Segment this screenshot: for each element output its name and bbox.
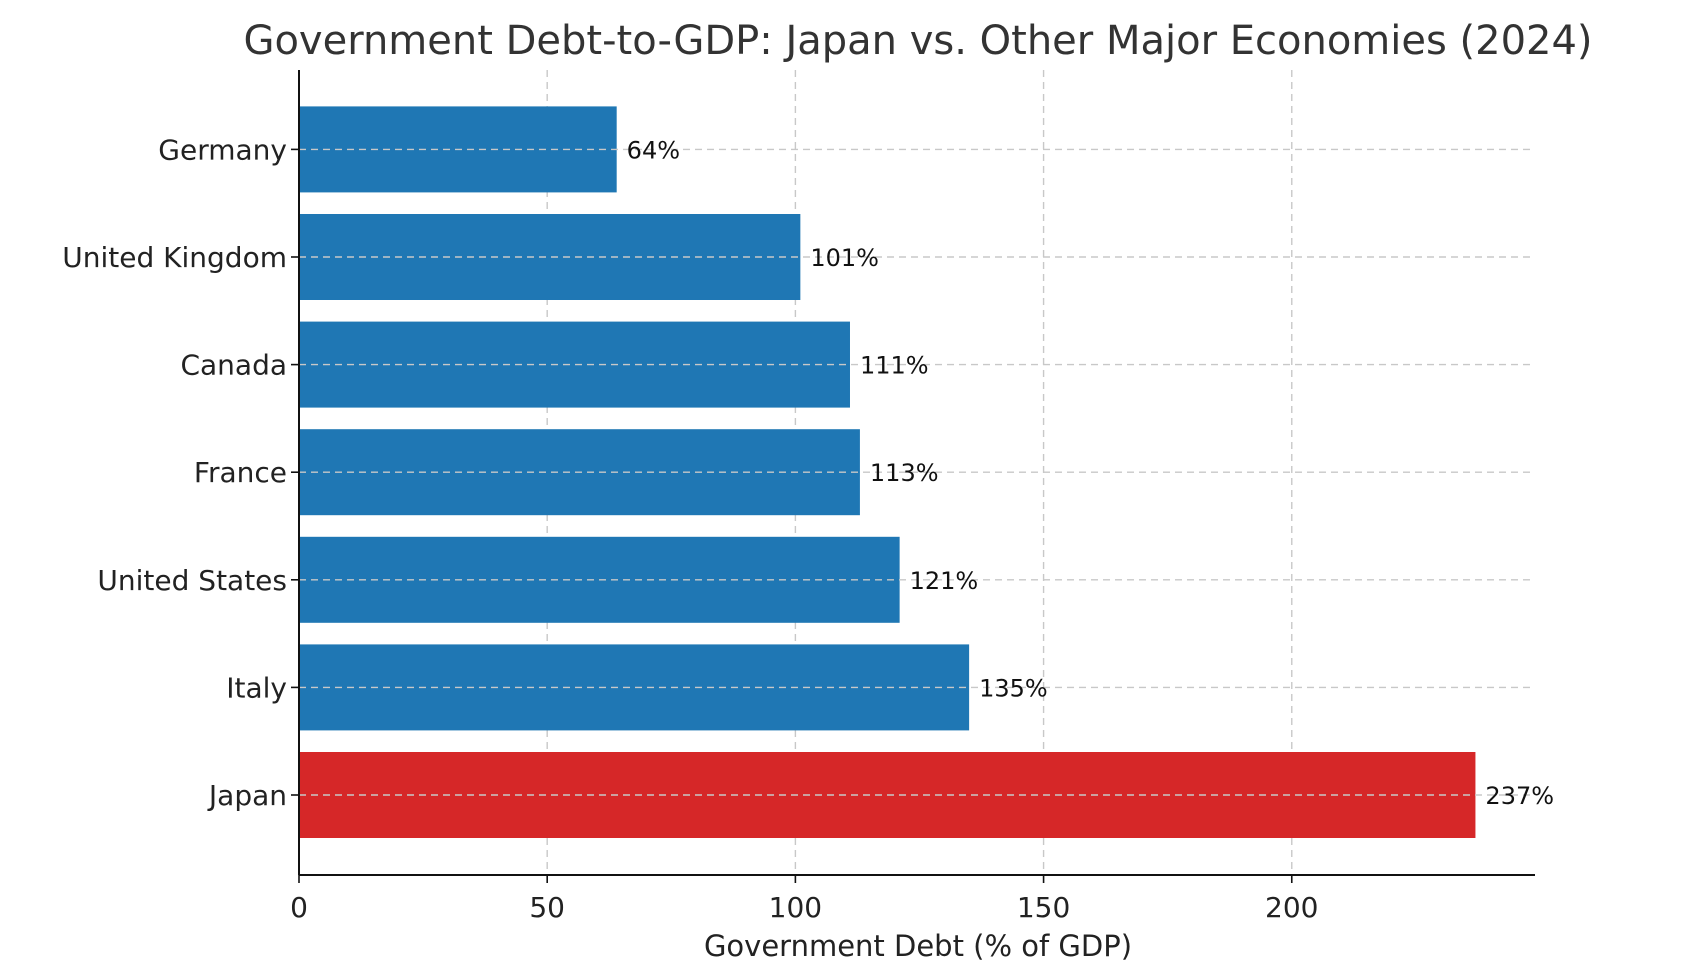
value-label-italy: 135% bbox=[979, 674, 1048, 702]
chart-title: Government Debt-to-GDP: Japan vs. Other … bbox=[243, 18, 1592, 64]
x-tick-label-150: 150 bbox=[1017, 891, 1070, 924]
y-tick-label-italy: Italy bbox=[226, 671, 287, 704]
x-tick-label-200: 200 bbox=[1265, 891, 1318, 924]
value-labels: 237% 135% 121% 113% 111% 101% 64% bbox=[627, 136, 1554, 810]
x-tick-label-100: 100 bbox=[769, 891, 822, 924]
axes: 0 50 100 150 200 Japan Italy United States Franc… bbox=[62, 70, 1535, 924]
x-tick-label-0: 0 bbox=[290, 891, 308, 924]
y-tick-label-united-kingdom: United Kingdom bbox=[62, 241, 287, 274]
value-label-japan: 237% bbox=[1485, 782, 1554, 810]
x-tick-label-50: 50 bbox=[529, 891, 565, 924]
y-tick-label-france: France bbox=[194, 456, 287, 489]
bar-united-kingdom bbox=[299, 214, 801, 300]
x-axis-label: Government Debt (% of GDP) bbox=[704, 929, 1132, 963]
category-grid-lines bbox=[299, 148, 1535, 796]
y-tick-label-germany: Germany bbox=[158, 133, 287, 166]
y-tick-label-canada: Canada bbox=[180, 349, 287, 382]
y-tick-label-japan: Japan bbox=[207, 779, 287, 812]
value-label-france: 113% bbox=[870, 459, 939, 487]
value-label-canada: 111% bbox=[860, 352, 929, 380]
value-label-germany: 64% bbox=[627, 136, 680, 164]
value-label-united-states: 121% bbox=[910, 567, 979, 595]
value-label-united-kingdom: 101% bbox=[810, 244, 879, 272]
y-tick-label-united-states: United States bbox=[97, 564, 287, 597]
